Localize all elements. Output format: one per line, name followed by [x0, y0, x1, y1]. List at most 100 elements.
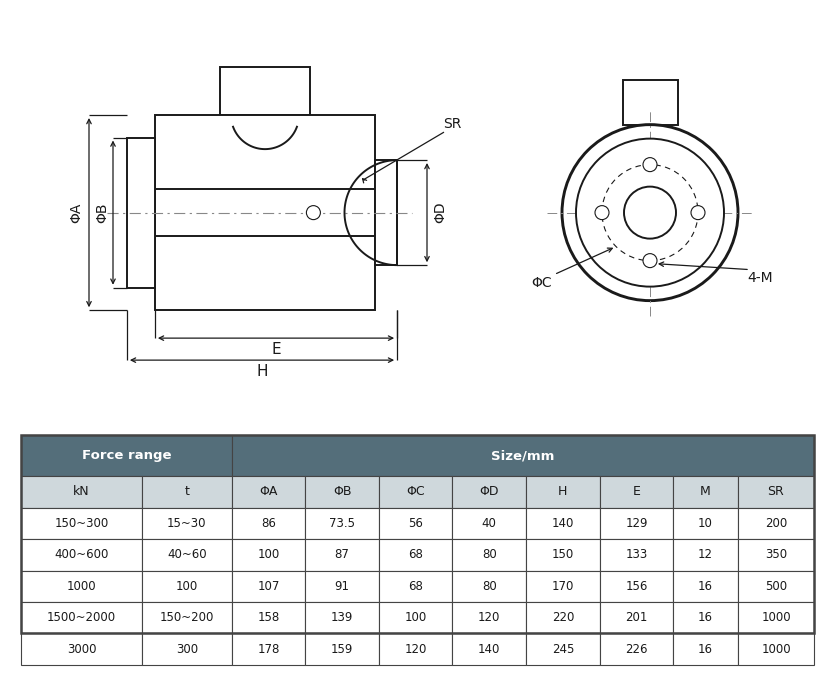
- Text: E: E: [633, 485, 640, 498]
- Bar: [21, 570, 142, 602]
- Bar: [738, 602, 814, 633]
- Text: 158: 158: [257, 612, 280, 624]
- Bar: [600, 508, 673, 539]
- Bar: [623, 80, 677, 125]
- Text: M: M: [701, 485, 711, 498]
- Bar: [453, 602, 526, 633]
- Circle shape: [691, 206, 705, 219]
- Text: 200: 200: [765, 517, 787, 530]
- Text: ΦC: ΦC: [407, 485, 425, 498]
- Bar: [379, 602, 453, 633]
- Text: 129: 129: [625, 517, 648, 530]
- Bar: [526, 570, 600, 602]
- Bar: [142, 633, 232, 665]
- Text: ΦD: ΦD: [479, 485, 499, 498]
- Bar: [738, 633, 814, 665]
- Bar: [21, 477, 142, 508]
- Text: H: H: [256, 364, 268, 379]
- Text: 4-M: 4-M: [747, 271, 773, 285]
- Text: 201: 201: [625, 612, 648, 624]
- Text: 100: 100: [257, 548, 280, 562]
- Bar: [738, 539, 814, 570]
- Text: 300: 300: [176, 643, 198, 655]
- Text: 156: 156: [625, 580, 648, 593]
- Bar: [306, 602, 379, 633]
- Text: 100: 100: [405, 612, 427, 624]
- Bar: [232, 602, 306, 633]
- Bar: [21, 508, 142, 539]
- Text: 150~200: 150~200: [159, 612, 214, 624]
- Bar: [600, 633, 673, 665]
- Bar: [155, 115, 375, 310]
- Text: 159: 159: [331, 643, 353, 655]
- Bar: [142, 570, 232, 602]
- Bar: [600, 539, 673, 570]
- Text: ΦD: ΦD: [433, 202, 447, 223]
- Bar: [673, 633, 738, 665]
- Text: 500: 500: [765, 580, 787, 593]
- Bar: [738, 570, 814, 602]
- Text: 178: 178: [257, 643, 280, 655]
- Text: 1000: 1000: [762, 612, 791, 624]
- Bar: [232, 435, 814, 477]
- Bar: [526, 633, 600, 665]
- Circle shape: [624, 186, 676, 239]
- Text: 107: 107: [257, 580, 280, 593]
- Text: 245: 245: [552, 643, 574, 655]
- Text: 400~600: 400~600: [54, 548, 109, 562]
- Text: 3000: 3000: [67, 643, 96, 655]
- Text: 80: 80: [482, 580, 497, 593]
- Text: 87: 87: [335, 548, 350, 562]
- Text: 68: 68: [408, 580, 423, 593]
- Circle shape: [576, 138, 724, 287]
- Bar: [306, 508, 379, 539]
- Text: kN: kN: [73, 485, 89, 498]
- Bar: [379, 508, 453, 539]
- Text: 350: 350: [765, 548, 787, 562]
- Text: 1500~2000: 1500~2000: [47, 612, 116, 624]
- Text: 16: 16: [698, 612, 713, 624]
- Bar: [220, 67, 310, 115]
- Bar: [673, 602, 738, 633]
- Bar: [673, 570, 738, 602]
- Bar: [673, 539, 738, 570]
- Bar: [306, 570, 379, 602]
- Bar: [526, 477, 600, 508]
- Bar: [453, 570, 526, 602]
- Text: ΦA: ΦA: [260, 485, 278, 498]
- Bar: [375, 160, 397, 265]
- Circle shape: [643, 158, 657, 171]
- Text: Size/mm: Size/mm: [491, 450, 554, 462]
- Bar: [673, 477, 738, 508]
- Text: 40: 40: [482, 517, 497, 530]
- Circle shape: [562, 125, 738, 300]
- Bar: [232, 633, 306, 665]
- Text: ΦC: ΦC: [532, 275, 552, 290]
- Circle shape: [306, 206, 321, 219]
- Bar: [453, 477, 526, 508]
- Bar: [232, 539, 306, 570]
- Bar: [142, 602, 232, 633]
- Text: 120: 120: [478, 612, 500, 624]
- Bar: [453, 633, 526, 665]
- Text: 16: 16: [698, 580, 713, 593]
- Text: 15~30: 15~30: [167, 517, 206, 530]
- Text: 150~300: 150~300: [54, 517, 109, 530]
- Bar: [306, 539, 379, 570]
- Circle shape: [595, 206, 609, 219]
- Bar: [21, 435, 232, 477]
- Bar: [306, 477, 379, 508]
- Bar: [600, 477, 673, 508]
- Text: ΦB: ΦB: [95, 202, 109, 223]
- Bar: [21, 435, 814, 633]
- Text: E: E: [271, 342, 281, 356]
- Text: SR: SR: [443, 117, 461, 131]
- Text: 140: 140: [552, 517, 574, 530]
- Bar: [453, 508, 526, 539]
- Text: Force range: Force range: [82, 450, 171, 462]
- Text: 220: 220: [552, 612, 574, 624]
- Bar: [379, 539, 453, 570]
- Text: 73.5: 73.5: [329, 517, 355, 530]
- Text: ΦB: ΦB: [333, 485, 352, 498]
- Bar: [453, 539, 526, 570]
